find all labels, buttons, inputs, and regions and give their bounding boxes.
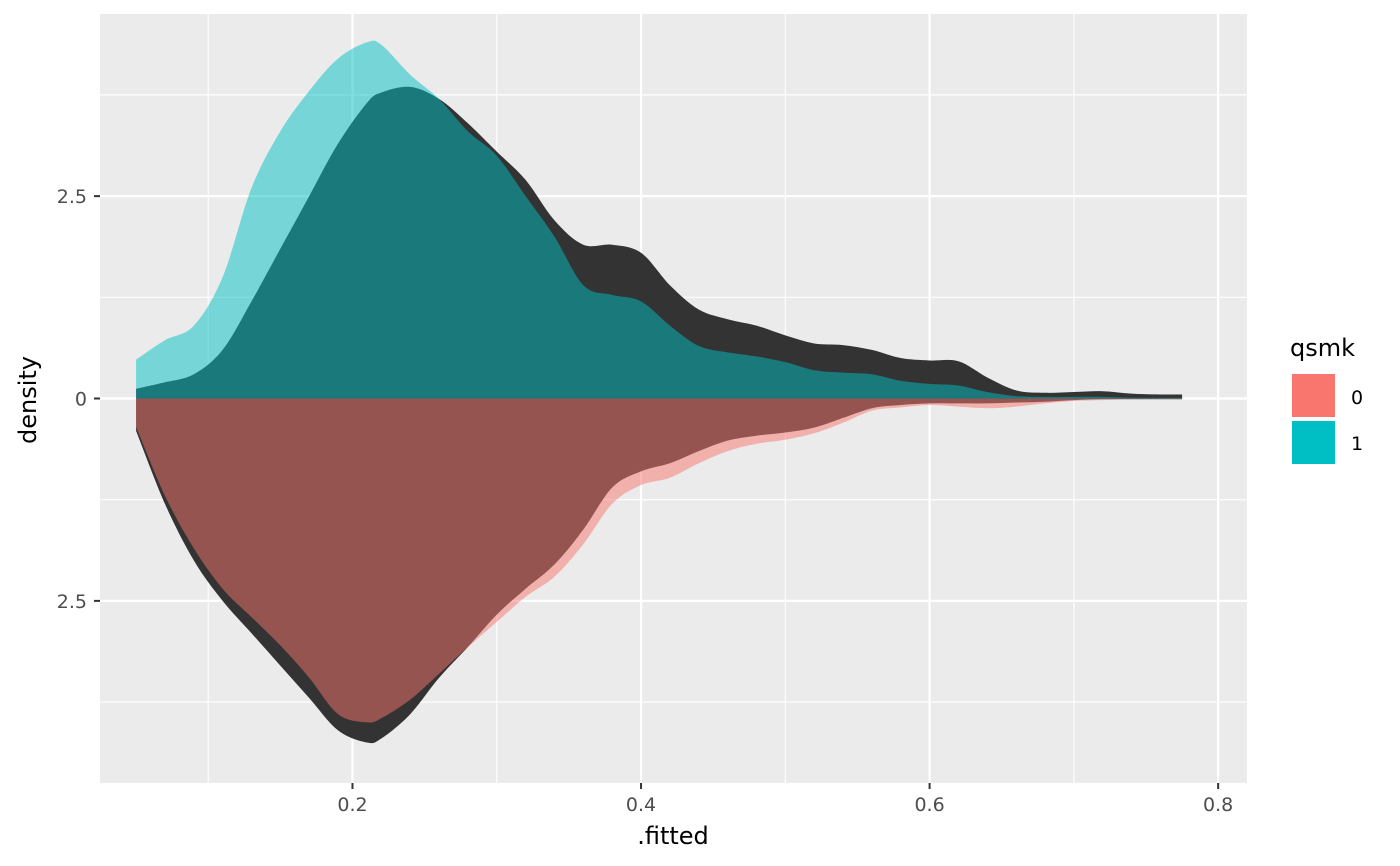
x-tick-label: 0.8: [1203, 794, 1233, 816]
density-area-upper-unweighted: [136, 40, 1183, 399]
y-tick-label: 2.5: [57, 186, 87, 208]
y-tick-label: 2.5: [57, 591, 87, 613]
legend: qsmk 0 1: [1290, 334, 1363, 464]
x-tick-label: 0.6: [914, 794, 944, 816]
y-tick-label: 0: [75, 389, 87, 411]
legend-label-0: 0: [1351, 387, 1363, 409]
legend-title: qsmk: [1290, 334, 1355, 362]
legend-key-1: [1292, 421, 1335, 464]
y-axis: 2.5 0 2.5: [57, 186, 100, 613]
density-areas: [136, 40, 1183, 744]
y-axis-title: density: [14, 356, 42, 444]
density-area-lower-unweighted: [136, 398, 1183, 723]
x-tick-label: 0.2: [337, 794, 367, 816]
legend-key-0: [1292, 374, 1335, 417]
legend-label-1: 1: [1351, 433, 1363, 455]
x-axis-title: .fitted: [637, 822, 709, 850]
x-tick-label: 0.4: [626, 794, 656, 816]
x-axis: 0.2 0.4 0.6 0.8: [337, 783, 1233, 816]
